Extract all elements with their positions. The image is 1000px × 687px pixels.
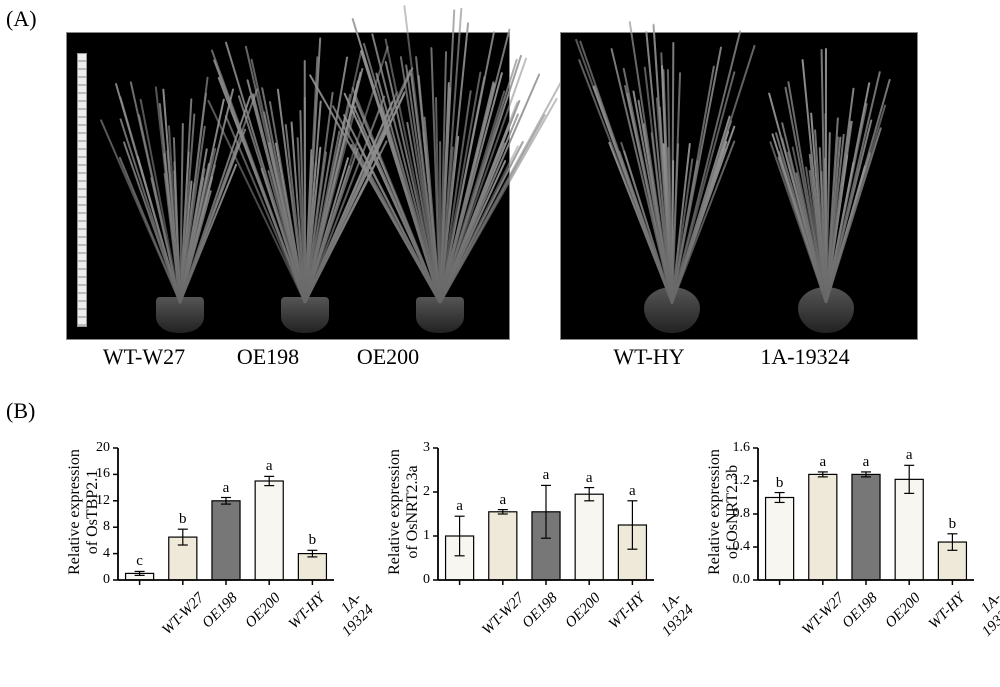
- plant-oe200: [385, 297, 495, 333]
- significance-letter: a: [543, 467, 550, 484]
- figure: (A) WT-W27 OE198 OE200 WT-HY 1A-19324 (B…: [0, 0, 1000, 687]
- yaxis-label: Relative expressionof OsTBP2.1: [66, 446, 102, 578]
- significance-letter: b: [309, 532, 317, 549]
- significance-letter: b: [949, 516, 957, 533]
- significance-letter: b: [179, 511, 187, 528]
- plant-oe198: [255, 297, 355, 333]
- significance-letter: a: [586, 470, 593, 487]
- caption-1a-19324: 1A-19324: [740, 344, 870, 370]
- panel-b-label: (B): [6, 398, 35, 424]
- caption-wt-hy: WT-HY: [594, 344, 704, 370]
- significance-letter: a: [456, 498, 463, 515]
- caption-oe200: OE200: [338, 344, 438, 370]
- significance-letter: a: [629, 483, 636, 500]
- significance-letter: a: [499, 492, 506, 509]
- photo-left: [66, 32, 510, 340]
- significance-letter: a: [266, 458, 273, 475]
- plant-wt-hy: [617, 287, 727, 333]
- yaxis-label: Relative expressionof OsNRT2.3b: [706, 446, 742, 578]
- significance-letter: c: [136, 553, 143, 570]
- plant-wt-w27: [135, 297, 225, 333]
- plant-1a-19324: [771, 287, 881, 333]
- significance-letter: a: [906, 447, 913, 464]
- photo-right: [560, 32, 918, 340]
- significance-letter: a: [819, 454, 826, 471]
- chart-ostbp21: 048121620WT-W27cOE198bOE200aWT-HYa1A-193…: [70, 430, 340, 650]
- caption-oe198: OE198: [218, 344, 318, 370]
- significance-letter: a: [863, 454, 870, 471]
- caption-wt-w27: WT-W27: [94, 344, 194, 370]
- chart-osnrt23a: 0123WT-W27aOE198aOE200aWT-HYa1A-19324aRe…: [390, 430, 660, 650]
- panel-a-label: (A): [6, 6, 37, 32]
- significance-letter: a: [223, 480, 230, 497]
- significance-letter: b: [776, 475, 784, 492]
- ruler-icon: [77, 53, 87, 327]
- chart-osnrt23b: 0.00.40.81.21.6WT-W27bOE198aOE200aWT-HYa…: [710, 430, 980, 650]
- yaxis-label: Relative expressionof OsNRT2.3a: [386, 446, 422, 578]
